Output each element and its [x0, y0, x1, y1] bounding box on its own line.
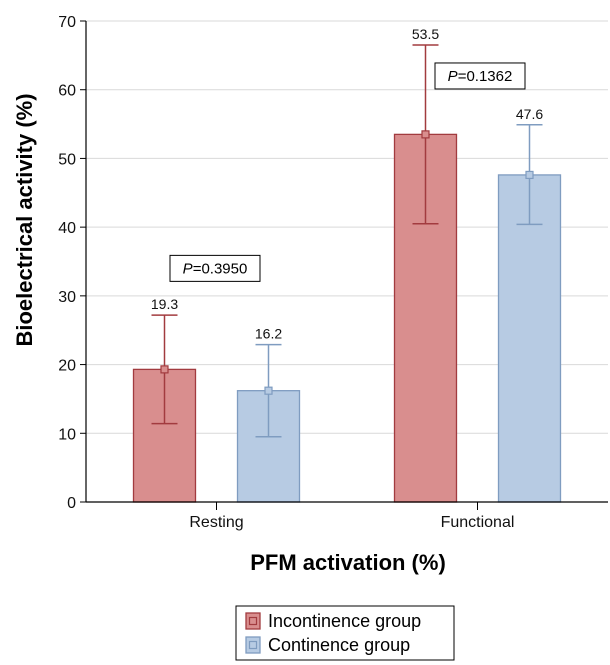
- mean-marker: [421, 130, 430, 139]
- y-tick-label: 60: [58, 83, 76, 100]
- y-tick-label: 70: [58, 14, 76, 31]
- x-tick-label: Resting: [189, 514, 243, 531]
- y-tick-label: 10: [58, 426, 76, 443]
- mean-marker: [525, 170, 534, 180]
- mean-marker: [160, 365, 169, 374]
- annotations: P=0.3950 P=0.1362: [169, 62, 526, 282]
- p-value-label: P=0.1362: [448, 68, 513, 85]
- legend: Incontinence group Continence group: [235, 605, 455, 661]
- y-tick-label: 0: [67, 495, 76, 512]
- gridlines: [86, 20, 608, 434]
- legend-swatch-marker: [248, 640, 258, 650]
- y-axis-title: Bioelectrical activity (%): [12, 93, 37, 346]
- legend-label: Continence group: [268, 635, 410, 655]
- p-value-box: [169, 254, 261, 282]
- legend-box: [235, 605, 455, 661]
- y-tick-label: 40: [58, 220, 76, 237]
- mean-marker: [264, 386, 273, 395]
- legend-swatch-marker: [248, 616, 258, 626]
- data-label: 47.6: [516, 106, 543, 122]
- p-value-box: [434, 62, 526, 90]
- x-axis-title: PFM activation (%): [250, 550, 446, 575]
- axes: 0 10 20 30 40 50 60 70 Resting Functional: [58, 14, 608, 531]
- legend-label: Incontinence group: [268, 611, 421, 631]
- x-tick-label: Functional: [441, 514, 515, 531]
- p-value-label: P=0.3950: [183, 260, 248, 277]
- bar: [497, 174, 562, 503]
- bars: 19.3 16.2 53.5 47.6: [132, 26, 562, 503]
- y-tick-label: 30: [58, 289, 76, 306]
- data-label: 19.3: [151, 296, 178, 312]
- y-tick-label: 20: [58, 358, 76, 375]
- data-label: 16.2: [255, 326, 282, 342]
- data-label: 53.5: [412, 26, 439, 42]
- y-tick-label: 50: [58, 151, 76, 168]
